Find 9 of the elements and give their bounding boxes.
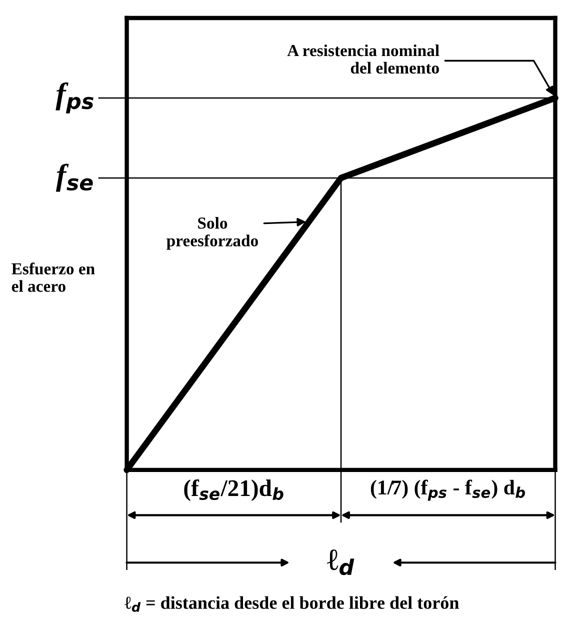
text: A resistencia nominal del elemento — [287, 44, 440, 74]
annotation: Solo preesforzado — [166, 217, 258, 250]
ref-line-label: f$_{ps}$ — [56, 82, 94, 114]
text: ℓ$_{d}$ — [327, 549, 354, 576]
ref-line-label: f$_{se}$ — [56, 164, 93, 192]
y-axis-title: Esfuerzo en el acero — [12, 262, 95, 292]
text: (1/7) (f$_{ps}$ - f$_{se}$) d$_{b}$ — [370, 480, 526, 501]
text: (f$_{se}$/21)d$_{b}$ — [184, 479, 284, 501]
text: ℓ$_{d}$ = distancia desde el borde libre del torón — [124, 596, 459, 612]
